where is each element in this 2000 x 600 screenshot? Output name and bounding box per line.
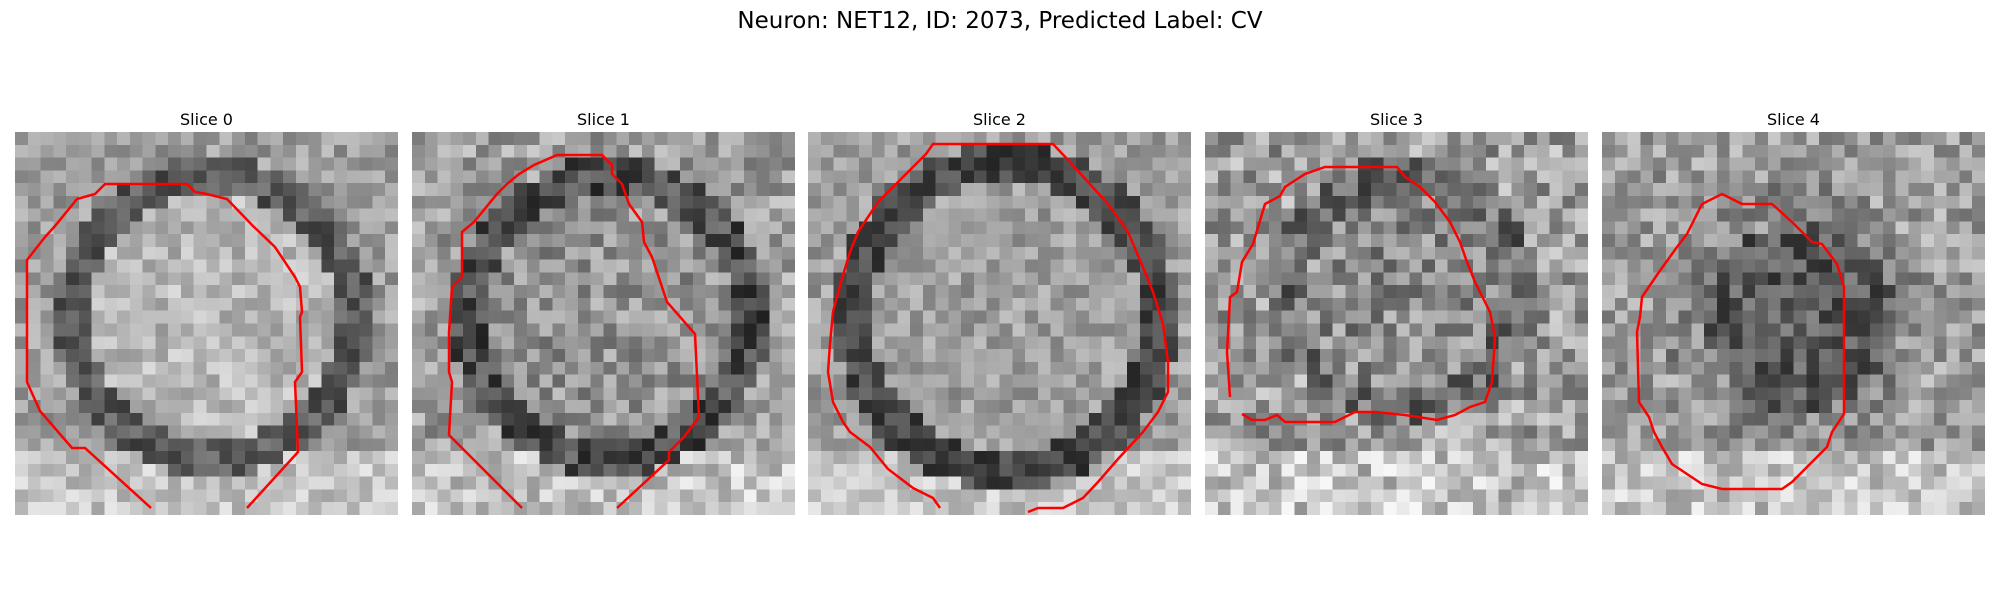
slice-title-2: Slice 2 bbox=[973, 110, 1026, 129]
slice-panel-1: Slice 1 bbox=[412, 108, 795, 515]
slice-image-pixels-1 bbox=[412, 132, 795, 515]
roi-contour-4 bbox=[1635, 192, 1846, 491]
slice-title-1: Slice 1 bbox=[577, 110, 630, 129]
roi-contour-1 bbox=[447, 153, 701, 509]
slice-image-pixels-3 bbox=[1205, 132, 1588, 515]
slice-image-1 bbox=[412, 132, 795, 515]
roi-contour-line-2b bbox=[826, 142, 1170, 514]
slice-image-0 bbox=[15, 132, 398, 515]
figure-title: Neuron: NET12, ID: 2073, Predicted Label… bbox=[737, 8, 1263, 34]
slice-image-2 bbox=[808, 132, 1191, 515]
roi-contour-0 bbox=[25, 182, 304, 509]
slice-panel-3: Slice 3 bbox=[1205, 108, 1588, 515]
roi-contour-2 bbox=[826, 142, 1170, 514]
roi-contour-line-1 bbox=[447, 153, 701, 509]
slice-panel-4: Slice 4 bbox=[1602, 108, 1985, 515]
roi-contour-line-0 bbox=[25, 182, 304, 509]
slice-title-0: Slice 0 bbox=[180, 110, 233, 129]
slice-panel-2: Slice 2 bbox=[808, 108, 1191, 515]
slice-image-pixels-0 bbox=[15, 132, 398, 515]
roi-contour-line-3 bbox=[1225, 165, 1497, 424]
slice-title-4: Slice 4 bbox=[1767, 110, 1820, 129]
slice-title-3: Slice 3 bbox=[1370, 110, 1423, 129]
slice-panel-0: Slice 0 bbox=[15, 108, 398, 515]
roi-contour-3 bbox=[1225, 165, 1497, 424]
slice-image-3 bbox=[1205, 132, 1588, 515]
roi-contour-line-4 bbox=[1635, 192, 1846, 491]
slice-image-4 bbox=[1602, 132, 1985, 515]
roi-contour-line-4-closure bbox=[1685, 203, 1704, 235]
